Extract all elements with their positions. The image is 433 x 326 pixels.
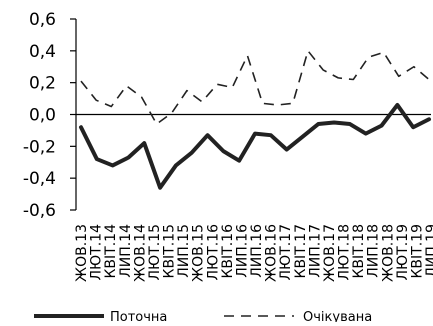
x-tick-label: ЛЮТ.17 bbox=[278, 224, 294, 280]
x-tick-label: КВІТ.16 bbox=[220, 224, 236, 279]
y-tick-label: 0,4 bbox=[29, 42, 56, 62]
x-tick-label: КВІТ.18 bbox=[351, 224, 367, 279]
x-tick-label: ЛИП.17 bbox=[307, 224, 323, 278]
legend-label-expected: Очікувана bbox=[303, 310, 372, 322]
y-tick-label: -0,6 bbox=[23, 201, 56, 221]
y-tick-label: -0,4 bbox=[23, 169, 56, 189]
x-tick-label: ЛЮТ.16 bbox=[205, 224, 221, 281]
x-tick-label: КВІТ.19 bbox=[409, 224, 425, 279]
x-tick-label: ЛЮТ.14 bbox=[89, 224, 105, 281]
legend-label-current: Поточна bbox=[110, 310, 167, 322]
x-tick-label: ЛЮТ.19 bbox=[395, 224, 411, 280]
x-tick-label: ЖОВ.17 bbox=[322, 224, 338, 282]
x-tick-label: КВІТ.15 bbox=[162, 224, 178, 279]
x-tick-label: КВІТ.14 bbox=[103, 224, 119, 279]
x-tick-label: ЖОВ.14 bbox=[132, 224, 148, 282]
y-tick-label: -0,2 bbox=[23, 137, 56, 157]
x-tick-label: ЖОВ.18 bbox=[380, 224, 396, 282]
x-tick-label: ЖОВ.16 bbox=[264, 224, 280, 282]
legend: Поточна Очікувана bbox=[34, 310, 372, 325]
series-line-expected bbox=[80, 50, 430, 125]
x-tick-labels: ЖОВ.13ЛЮТ.14КВІТ.14ЛИП.14ЖОВ.14ЛЮТ.15КВІ… bbox=[74, 224, 433, 282]
x-tick-label: ЛЮТ.18 bbox=[337, 224, 353, 280]
y-tick-label: 0,0 bbox=[29, 106, 56, 126]
x-tick-label: КВІТ.17 bbox=[293, 224, 309, 279]
x-tick-label: ЖОВ.15 bbox=[191, 224, 207, 282]
x-tick-label: ЛИП.15 bbox=[176, 224, 192, 278]
x-tick-label: ЛИП.16 bbox=[249, 224, 265, 278]
series-line-current bbox=[79, 102, 431, 190]
y-tick-label: 0,2 bbox=[29, 74, 56, 94]
x-tick-label: ЛИП.16 bbox=[234, 224, 250, 278]
x-tick-label: ЖОВ.13 bbox=[74, 224, 90, 282]
x-tick-label: ЛЮТ.15 bbox=[147, 224, 163, 280]
x-tick-label: ЛИП.19 bbox=[424, 224, 433, 278]
axes-layer: -0,6 -0,4 -0,2 0,0 0,2 0,4 0,6 bbox=[23, 10, 431, 221]
x-tick-label: ЛИП.18 bbox=[366, 224, 382, 278]
series-layer bbox=[79, 50, 431, 190]
x-tick-label: ЛИП.14 bbox=[118, 224, 134, 278]
y-tick-label: 0,6 bbox=[29, 10, 56, 30]
